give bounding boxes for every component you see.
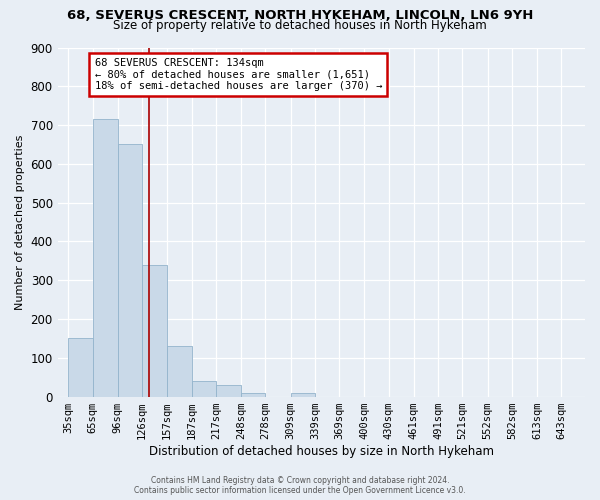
Bar [92, 120, 118, 396]
Bar [216, 385, 241, 396]
Bar [142, 264, 167, 396]
Y-axis label: Number of detached properties: Number of detached properties [15, 134, 25, 310]
Bar [191, 381, 216, 396]
Bar [118, 144, 142, 396]
Bar [290, 392, 315, 396]
Text: Contains HM Land Registry data © Crown copyright and database right 2024.
Contai: Contains HM Land Registry data © Crown c… [134, 476, 466, 495]
Bar [68, 338, 92, 396]
Text: 68, SEVERUS CRESCENT, NORTH HYKEHAM, LINCOLN, LN6 9YH: 68, SEVERUS CRESCENT, NORTH HYKEHAM, LIN… [67, 9, 533, 22]
Bar [167, 346, 191, 397]
Bar [241, 392, 265, 396]
X-axis label: Distribution of detached houses by size in North Hykeham: Distribution of detached houses by size … [149, 444, 494, 458]
Text: Size of property relative to detached houses in North Hykeham: Size of property relative to detached ho… [113, 19, 487, 32]
Text: 68 SEVERUS CRESCENT: 134sqm
← 80% of detached houses are smaller (1,651)
18% of : 68 SEVERUS CRESCENT: 134sqm ← 80% of det… [95, 58, 382, 91]
